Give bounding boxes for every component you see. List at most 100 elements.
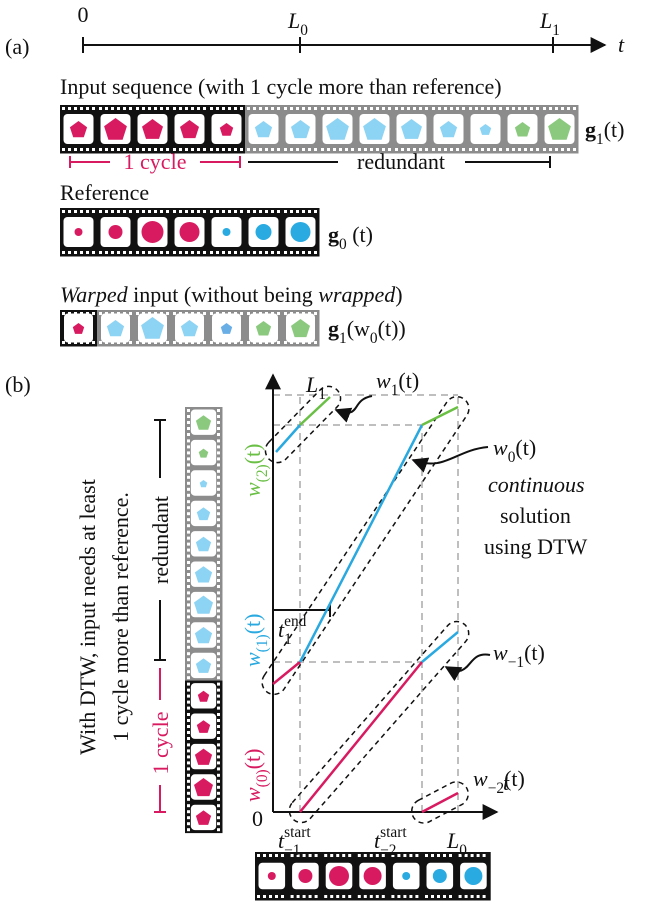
perforation [290, 210, 293, 213]
perforation [449, 895, 452, 898]
perforation [302, 107, 305, 110]
perforation [234, 107, 237, 110]
perforation [324, 895, 327, 898]
perforation [234, 251, 237, 254]
perforation [309, 854, 312, 857]
perforation [351, 107, 354, 110]
perforation [187, 427, 190, 430]
perforation [217, 597, 220, 600]
wm1-path [422, 632, 458, 662]
perforation [314, 107, 317, 110]
callouts [336, 396, 490, 671]
perforation [303, 895, 306, 898]
perforation [302, 251, 305, 254]
perforation [187, 488, 190, 491]
perforation [284, 107, 287, 110]
perforation [187, 707, 190, 710]
text-part: w [493, 435, 508, 460]
perforation [187, 798, 190, 801]
perforation [99, 148, 102, 151]
perforation [217, 701, 220, 704]
w2-piece-label: w(2)(t) [240, 444, 271, 497]
perforation [187, 786, 190, 789]
perforation [567, 148, 570, 151]
perforation [160, 251, 163, 254]
text-part: (2) [254, 464, 271, 482]
perforation [123, 251, 126, 254]
perforation [217, 622, 220, 625]
perforation [240, 107, 243, 110]
circle [329, 866, 349, 886]
perforation [234, 210, 237, 213]
perforation [187, 628, 190, 631]
perforation [358, 107, 361, 110]
perforation [296, 210, 299, 213]
perforation [573, 107, 576, 110]
perforation [217, 567, 220, 570]
perforation [257, 854, 260, 857]
perforation [465, 895, 468, 898]
perforation [269, 854, 272, 857]
perforation [351, 148, 354, 151]
perforation [483, 895, 486, 898]
perforation [444, 107, 447, 110]
perforation [92, 341, 95, 344]
perforation [217, 652, 220, 655]
perforation [217, 731, 220, 734]
perforation [217, 634, 220, 637]
perforation [191, 107, 194, 110]
perforation [477, 895, 480, 898]
perforation [549, 148, 552, 151]
perforation [173, 341, 176, 344]
w0-path [422, 407, 458, 425]
circle [298, 869, 312, 883]
perforation [240, 312, 243, 315]
solution-text: using DTW [484, 534, 588, 559]
perforation [191, 148, 194, 151]
perforation [217, 500, 220, 503]
text-part: start [284, 824, 311, 841]
perforation [197, 148, 200, 151]
text-part: w [240, 482, 265, 497]
perforation [187, 518, 190, 521]
perforation [431, 854, 434, 857]
perforation [308, 210, 311, 213]
perforation [308, 148, 311, 151]
perforation [518, 107, 521, 110]
perforation [217, 549, 220, 552]
perforation [187, 470, 190, 473]
perforation [413, 107, 416, 110]
perforation [275, 895, 278, 898]
perforation [277, 341, 280, 344]
perforation [291, 895, 294, 898]
perforation [105, 210, 108, 213]
perforation [210, 251, 213, 254]
perforation [217, 713, 220, 716]
perforation [148, 210, 151, 213]
perforation [148, 107, 151, 110]
perforation [166, 312, 169, 315]
perforation [187, 743, 190, 746]
perforation [185, 107, 188, 110]
perforation [217, 755, 220, 758]
perforation [216, 210, 219, 213]
perforation [327, 107, 330, 110]
circle [402, 872, 410, 880]
redundant-label: redundant [357, 149, 445, 174]
perforation [432, 107, 435, 110]
perforation [187, 409, 190, 412]
perforation [425, 895, 428, 898]
perforation [217, 792, 220, 795]
perforation [187, 561, 190, 564]
perforation [99, 251, 102, 254]
perforation [217, 689, 220, 692]
perforation [364, 107, 367, 110]
perforation [275, 854, 278, 857]
perforation [469, 107, 472, 110]
perforation [561, 148, 564, 151]
perforation [217, 828, 220, 831]
circle [433, 869, 447, 883]
origin: 0 [252, 806, 263, 831]
perforation [187, 433, 190, 436]
perforation [277, 312, 280, 315]
